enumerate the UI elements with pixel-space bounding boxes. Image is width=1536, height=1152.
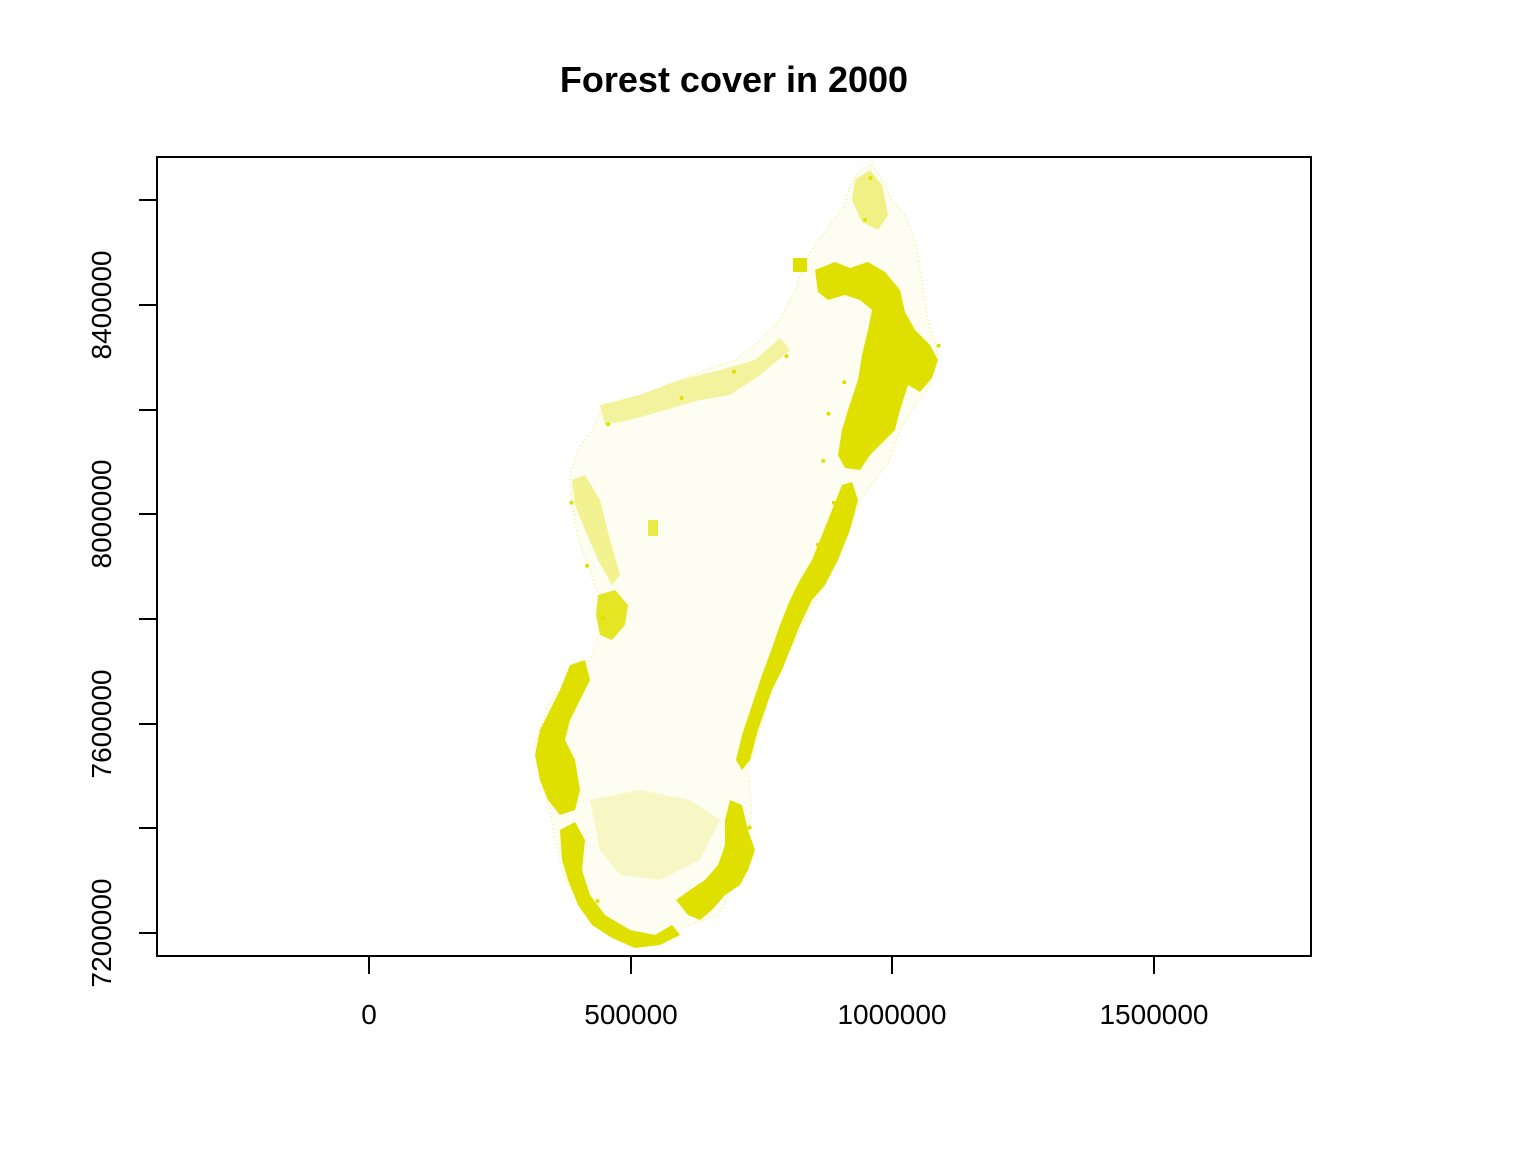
x-tick-label: 1500000: [1099, 999, 1208, 1030]
forest-pixel: [853, 286, 857, 290]
forest-raster: [535, 165, 941, 948]
forest-pixel: [779, 637, 783, 641]
x-tick-label: 0: [361, 999, 377, 1030]
x-axis: 0 500000 1000000 1500000: [361, 956, 1208, 1030]
forest-pixel: [585, 564, 589, 568]
forest-pixel: [863, 218, 867, 222]
forest-pixel: [748, 742, 752, 746]
forest-pixel: [711, 899, 715, 903]
forest-pixel: [821, 459, 825, 463]
forest-pixel: [569, 501, 573, 505]
forest-pixel: [538, 763, 542, 767]
forest-pixel: [937, 344, 941, 348]
y-tick-label: 7200000: [86, 878, 117, 987]
forest-patch-ne-1: [793, 258, 807, 272]
forest-pixel: [921, 359, 925, 363]
y-tick-label: 8400000: [86, 250, 117, 359]
forest-pixel: [795, 590, 799, 594]
forest-pixel: [748, 826, 752, 830]
forest-pixel: [832, 501, 836, 505]
forest-pixel: [596, 899, 600, 903]
forest-pixel: [826, 412, 830, 416]
y-axis: 7200000 7600000 8000000 8400000: [86, 200, 157, 988]
forest-pixel: [601, 616, 605, 620]
x-tick-label: 500000: [584, 999, 677, 1030]
forest-pixel: [785, 354, 789, 358]
forest-patch-central: [648, 520, 658, 536]
chart-title: Forest cover in 2000: [560, 59, 908, 100]
forest-pixel: [816, 543, 820, 547]
x-tick-label: 1000000: [837, 999, 946, 1030]
forest-pixel: [669, 930, 673, 934]
forest-pixel: [732, 370, 736, 374]
forest-pixel: [564, 705, 568, 709]
forest-pixel: [606, 422, 610, 426]
forest-pixel: [758, 695, 762, 699]
forest-pixel: [868, 176, 872, 180]
forest-pixel: [564, 847, 568, 851]
y-tick-label: 7600000: [86, 669, 117, 778]
y-tick-label: 8000000: [86, 459, 117, 568]
forest-pixel: [842, 380, 846, 384]
forest-pixel: [680, 396, 684, 400]
